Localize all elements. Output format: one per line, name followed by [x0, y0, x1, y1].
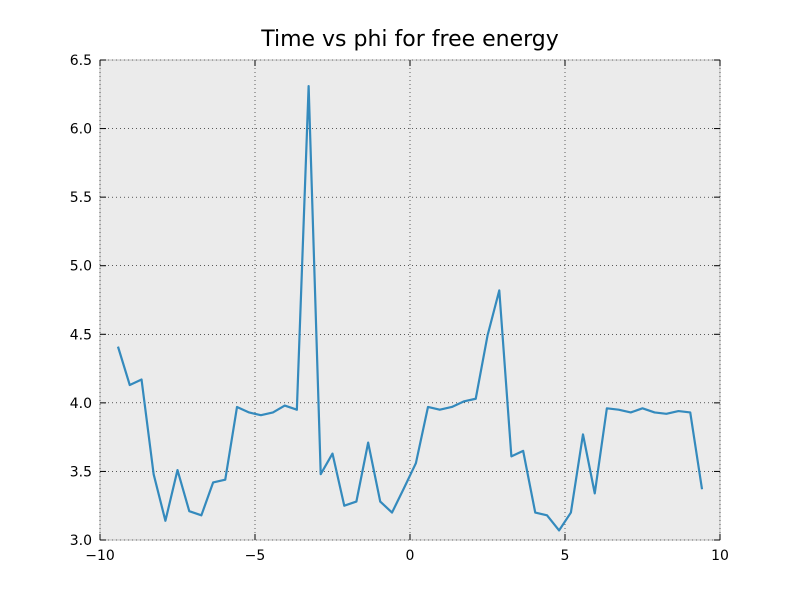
y-tick-label: 5.0	[70, 259, 92, 275]
y-tick-label: 3.5	[70, 464, 92, 480]
x-tick-label: 5	[561, 548, 570, 564]
y-tick-label: 4.5	[70, 327, 92, 343]
x-tick-label: −10	[85, 548, 115, 564]
y-tick-label: 6.5	[70, 53, 92, 69]
x-tick-label: 0	[406, 548, 415, 564]
x-tick-label: 10	[711, 548, 729, 564]
data-line	[116, 84, 704, 532]
y-tick-label: 4.0	[70, 396, 92, 412]
y-tick-label: 6.0	[70, 122, 92, 138]
x-tick-label: −5	[245, 548, 266, 564]
y-tick-label: 5.5	[70, 190, 92, 206]
y-tick-label: 3.0	[70, 533, 92, 549]
chart-title: Time vs phi for free energy	[260, 27, 559, 52]
